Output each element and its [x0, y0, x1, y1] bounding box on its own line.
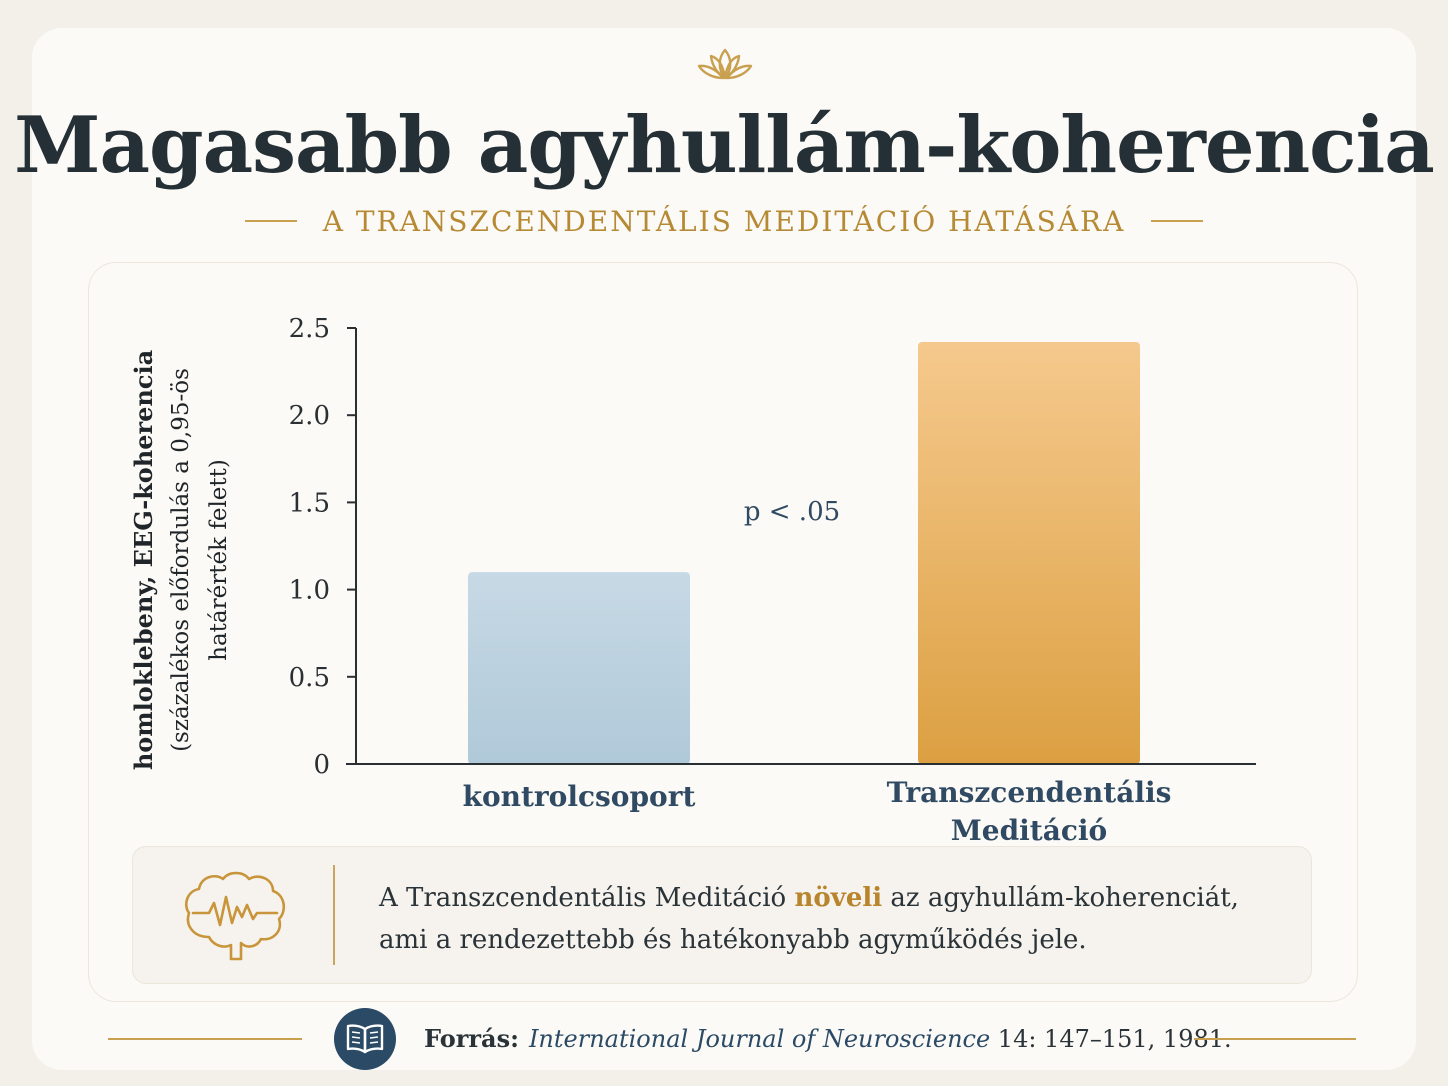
brain-icon — [185, 871, 286, 961]
y-tick-label-1: 0.5 — [289, 663, 330, 693]
category-label-1-1: Meditáció — [951, 814, 1107, 847]
bar-chart: kontrolcsoport Transzcendentális Meditáció… — [129, 314, 1256, 847]
subtitle-line-left — [244, 220, 297, 222]
y-axis-sublabel-0: (százalékos előfordulás a 0,95-ös — [168, 368, 194, 752]
insight-highlight: növeli — [794, 883, 883, 913]
y-tick-label-3: 1.5 — [289, 488, 330, 518]
category-label-1-0: Transzcendentális — [887, 776, 1172, 809]
y-tick-label-4: 2.0 — [289, 401, 330, 431]
insight-line2: ami a rendezettebb és hatékonyabb agyműk… — [379, 925, 1087, 955]
source-details: 14: 147–151, 1981. — [990, 1025, 1232, 1053]
insight-prefix: A Transzcendentális Meditáció — [379, 883, 795, 913]
source-journal: International Journal of Neuroscience — [528, 1025, 991, 1053]
subtitle-line-right — [1151, 220, 1204, 222]
book-icon — [334, 1008, 396, 1070]
page-subtitle: A TRANSZCENDENTÁLIS MEDITÁCIÓ HATÁSÁRA — [322, 204, 1126, 238]
bar-0 — [468, 572, 690, 764]
page-title: Magasabb agyhullám-koherencia — [14, 100, 1435, 191]
category-label-0-0: kontrolcsoport — [463, 780, 696, 813]
y-axis-sublabel-1: határérték felett) — [206, 459, 232, 661]
lotus-icon — [697, 48, 753, 80]
y-tick-label-2: 1.0 — [289, 576, 330, 606]
significance-annotation: p < .05 — [744, 497, 840, 527]
source-row: Forrás: International Journal of Neurosci… — [0, 1006, 1448, 1070]
source-line-left — [108, 1038, 302, 1040]
subtitle-row: A TRANSZCENDENTÁLIS MEDITÁCIÓ HATÁSÁRA — [0, 203, 1448, 239]
insight-box: A Transzcendentális Meditáció növeli az … — [132, 846, 1312, 984]
bar-1 — [918, 341, 1140, 764]
source-citation: Forrás: International Journal of Neurosci… — [424, 1024, 1232, 1053]
y-tick-label-5: 2.5 — [289, 314, 330, 344]
insight-suffix: az agyhullám-koherenciát, — [882, 883, 1239, 913]
y-axis-label: homloklebeny, EEG-koherencia — [129, 350, 158, 770]
source-label: Forrás: — [424, 1024, 519, 1053]
insight-text: A Transzcendentális Meditáció növeli az … — [379, 877, 1279, 961]
y-tick-label-0: 0 — [313, 750, 330, 780]
insight-divider — [333, 865, 335, 965]
source-line-right — [1194, 1038, 1356, 1040]
